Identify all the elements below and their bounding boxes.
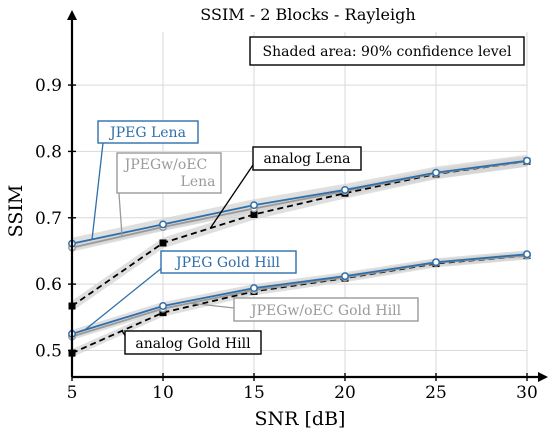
x-tick-label-10: 10: [152, 383, 174, 403]
leader-analog-lena: [209, 164, 254, 229]
confidence-band-analog-gold-hill: [72, 251, 527, 358]
annotation-leaders: [84, 142, 254, 341]
confidence-note-text: Shaded area: 90% confidence level: [263, 44, 512, 60]
point-jpeg-lena-15: [250, 201, 258, 210]
confidence-note-box: [249, 36, 525, 66]
tick-labels: 5 10 15 20 25 30 0.5 0.6 0.7 0.8 0.9: [35, 76, 538, 403]
x-tick-label-15: 15: [243, 383, 265, 403]
x-axis-label: SNR [dB]: [255, 408, 346, 430]
y-axis-label: SSIM: [5, 185, 27, 238]
series-line-analog-lena: [71, 160, 528, 307]
series-line-jpeg-gold-hill: [71, 253, 528, 335]
label-jpegwoec-lena-line2: Lena: [181, 174, 216, 190]
x-tick-label-30: 30: [516, 383, 538, 403]
y-tick-label-0.7: 0.7: [35, 209, 62, 229]
y-tick-label-0.6: 0.6: [35, 275, 62, 295]
point-jpeg-gold-hill-15: [250, 284, 258, 293]
y-tick-label-0.8: 0.8: [35, 142, 62, 162]
chart-title: SSIM - 2 Blocks - Rayleigh: [200, 5, 415, 24]
label-jpeg-goldhill-text: JPEG Gold Hill: [174, 255, 281, 271]
label-analog-goldhill-box: [124, 330, 262, 355]
label-jpeg-lena-text: JPEG Lena: [108, 125, 186, 141]
series-line-jpeg-lena: [71, 159, 528, 245]
point-jpeg-lena-20: [341, 185, 349, 194]
label-jpeg-lena: JPEG Lena: [97, 120, 199, 144]
label-jpegwoec-goldhill: JPEGw/oEC Gold Hill: [233, 297, 419, 322]
x-axis-arrow: [538, 372, 548, 382]
label-jpegwoec-lena-box: [116, 152, 222, 194]
y-axis-arrow: [67, 10, 77, 20]
label-jpegwoec-lena-line1: JPEGw/oEC: [123, 157, 208, 173]
point-jpeg-gold-hill-25: [432, 258, 440, 267]
point-jpeg-gold-hill-20: [341, 272, 349, 281]
point-analog-lena-10: [159, 239, 167, 247]
label-analog-lena-text: analog Lena: [264, 151, 351, 167]
point-jpeg-gold-hill-10: [159, 302, 167, 310]
label-analog-lena-box: [252, 146, 362, 171]
leader-jpeg-lena: [91, 142, 104, 240]
point-jpeg-lena-10: [159, 220, 167, 229]
x-tick-label-25: 25: [425, 383, 447, 403]
axes: [67, 10, 548, 382]
confidence-band-analog-lena: [72, 156, 527, 312]
label-analog-goldhill: analog Gold Hill: [124, 330, 262, 355]
label-jpeg-goldhill-box: [160, 250, 297, 274]
point-jpeg-gold-hill-30: [523, 250, 531, 259]
y-tick-label-0.9: 0.9: [35, 76, 62, 96]
confidence-note: Shaded area: 90% confidence level: [249, 36, 525, 66]
label-jpeg-lena-box: [97, 120, 199, 144]
x-tick-label-5: 5: [67, 383, 78, 403]
point-jpeg-lena-30: [523, 156, 531, 165]
label-jpeg-goldhill: JPEG Gold Hill: [160, 250, 297, 274]
x-tick-label-20: 20: [334, 383, 356, 403]
label-jpegwoec-lena: JPEGw/oEC Lena: [116, 152, 222, 194]
label-jpegwoec-goldhill-box: [233, 297, 419, 322]
point-analog-gold-hill-10: [159, 309, 167, 317]
leader-jpeg-goldhill: [84, 266, 164, 331]
leader-jpegwoec-goldhill: [190, 302, 235, 309]
point-analog-lena-15: [250, 210, 258, 218]
series-lines: [68, 156, 531, 357]
label-jpegwoec-goldhill-text: JPEGw/oEC Gold Hill: [249, 303, 402, 319]
label-analog-goldhill-text: analog Gold Hill: [135, 336, 251, 352]
y-tick-label-0.5: 0.5: [35, 341, 62, 361]
label-analog-lena: analog Lena: [252, 146, 362, 171]
point-jpeg-lena-25: [432, 168, 440, 177]
